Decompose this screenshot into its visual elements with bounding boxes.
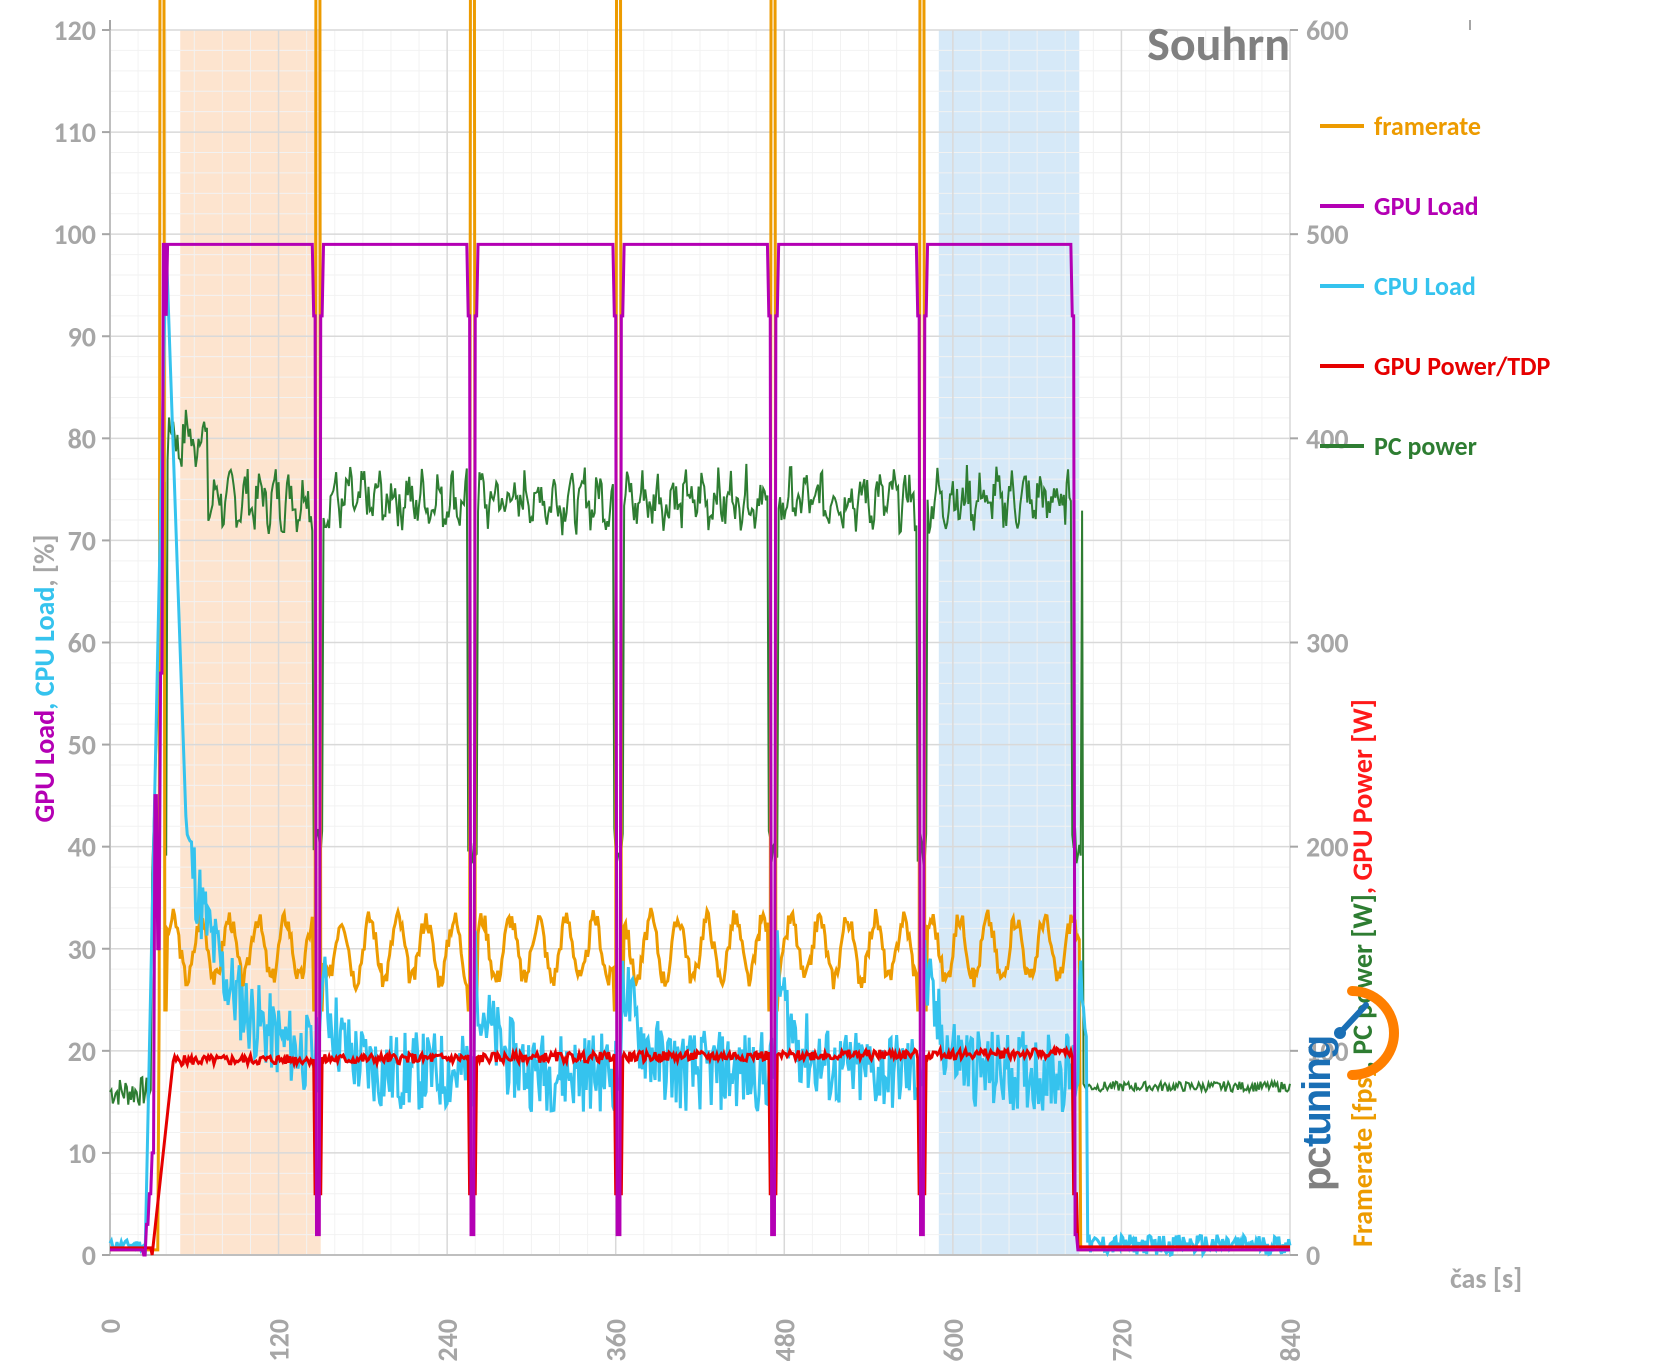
chart-container: 0102030405060708090100110120010020030040… xyxy=(0,0,1658,1361)
x-tick: 600 xyxy=(936,1319,971,1361)
x-tick: 840 xyxy=(1273,1319,1308,1361)
y-right-tick: 0 xyxy=(1306,1238,1320,1273)
y-right-tick: 200 xyxy=(1306,830,1349,865)
logo-pc: pc xyxy=(1295,1147,1339,1191)
x-tick: 360 xyxy=(599,1319,634,1361)
logo-tuning: tuning xyxy=(1295,1037,1339,1147)
y-left-tick: 60 xyxy=(68,626,96,661)
y-right-tick: 600 xyxy=(1306,13,1349,48)
y-left-tick: 80 xyxy=(68,421,96,456)
y-left-tick: 100 xyxy=(53,217,96,252)
chart-svg: 0102030405060708090100110120010020030040… xyxy=(0,0,1658,1361)
y-right-axis-title: Framerate [fps], PC power [W], GPU Power… xyxy=(1345,699,1380,1247)
legend-label: framerate xyxy=(1374,110,1481,142)
x-tick: 120 xyxy=(262,1319,297,1361)
x-tick: 720 xyxy=(1104,1319,1139,1361)
x-axis-label: čas [s] xyxy=(1450,1261,1522,1296)
y-left-tick: 20 xyxy=(68,1034,96,1069)
chart-title: Souhrn xyxy=(1147,14,1290,73)
legend-label: PC power xyxy=(1374,430,1477,462)
y-left-tick: 120 xyxy=(53,13,96,48)
y-right-tick: 300 xyxy=(1306,626,1349,661)
y-left-tick: 40 xyxy=(68,830,96,865)
y-left-axis-title: GPU Load, CPU Load, [%] xyxy=(27,535,62,823)
y-left-tick: 90 xyxy=(68,319,96,354)
legend-label: CPU Load xyxy=(1374,270,1476,302)
legend-label: GPU Load xyxy=(1374,190,1479,222)
y-left-tick: 50 xyxy=(68,728,96,763)
y-right-tick: 400 xyxy=(1306,421,1349,456)
x-tick: 240 xyxy=(430,1319,465,1361)
x-tick: 480 xyxy=(767,1319,802,1361)
y-left-tick: 70 xyxy=(68,523,96,558)
y-left-tick: 110 xyxy=(53,115,96,150)
y-right-tick: 500 xyxy=(1306,217,1349,252)
legend-label: GPU Power/TDP xyxy=(1374,350,1551,382)
y-left-tick: 10 xyxy=(68,1136,96,1171)
y-left-tick: 0 xyxy=(82,1238,96,1273)
x-tick: 0 xyxy=(93,1319,128,1333)
y-left-tick: 30 xyxy=(68,932,96,967)
